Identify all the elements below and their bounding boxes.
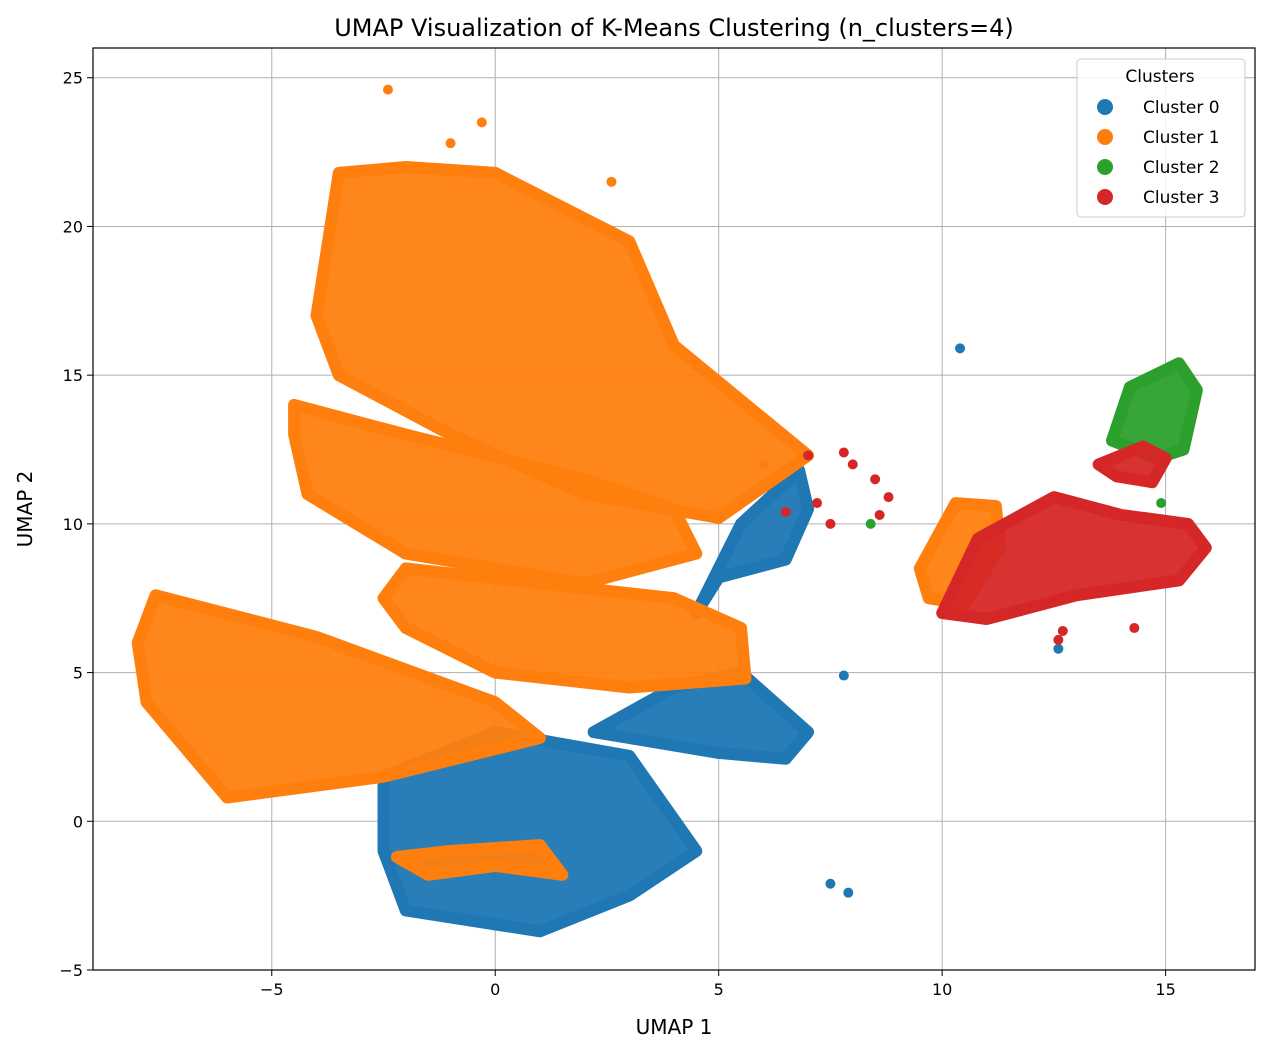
y-tick-label: 10 <box>63 515 83 534</box>
cluster-3-point <box>870 474 881 485</box>
cluster-0-point <box>838 670 849 681</box>
x-axis-title: UMAP 1 <box>636 1015 713 1039</box>
cluster-3-point <box>847 459 858 470</box>
cluster-3-point <box>883 492 894 503</box>
series-cluster-3 <box>780 440 1212 645</box>
data-layer <box>131 84 1212 938</box>
y-tick-label: 0 <box>73 812 83 831</box>
cluster-1-point-cloud <box>390 839 569 881</box>
cluster-1-point <box>382 84 393 95</box>
cluster-0-point <box>1053 643 1064 654</box>
cluster-3-point <box>803 450 814 461</box>
cluster-0-point <box>955 343 966 354</box>
cluster-3-point <box>874 509 885 520</box>
x-tick-label: 5 <box>714 980 724 999</box>
cluster-1-point <box>445 138 456 149</box>
legend-label-cluster-2: Cluster 2 <box>1143 158 1220 178</box>
legend-label-cluster-3: Cluster 3 <box>1143 188 1220 208</box>
x-tick-label: 15 <box>1155 980 1175 999</box>
cluster-1-point <box>606 176 617 187</box>
legend: Clusters Cluster 0 Cluster 1 Cluster 2 Clus… <box>1076 58 1246 218</box>
cluster-3-point <box>825 518 836 529</box>
ticks: −5 0 5 10 15 −5 0 5 10 15 20 25 <box>59 69 1175 999</box>
cluster-2-point <box>1156 498 1167 509</box>
y-tick-label: 20 <box>63 217 83 236</box>
cluster-3-point <box>1057 625 1068 636</box>
cluster-1-point-cloud <box>131 589 546 804</box>
legend-label-cluster-0: Cluster 0 <box>1143 98 1220 118</box>
series-cluster-0 <box>377 343 1064 938</box>
legend-title: Clusters <box>1125 67 1194 87</box>
cluster-0-point-cloud <box>690 464 815 620</box>
x-tick-label: 10 <box>932 980 952 999</box>
y-tick-label: 15 <box>63 366 83 385</box>
y-axis-title: UMAP 2 <box>13 471 37 548</box>
cluster-0-point <box>843 887 854 898</box>
cluster-1-point-cloud <box>288 398 703 590</box>
cluster-0-point <box>825 878 836 889</box>
cluster-3-point <box>780 506 791 517</box>
cluster-1-point <box>476 117 487 128</box>
legend-label-cluster-1: Cluster 1 <box>1143 128 1220 148</box>
cluster-3-point <box>838 447 849 458</box>
plot-frame <box>92 47 1256 971</box>
cluster-3-point-cloud <box>1092 440 1172 489</box>
y-tick-label: 5 <box>73 664 83 683</box>
legend-marker-cluster-0 <box>1097 99 1113 115</box>
cluster-3-point <box>1053 634 1064 645</box>
cluster-3-point-cloud <box>936 491 1212 625</box>
cluster-1-point-cloud <box>377 562 752 694</box>
cluster-1-point <box>758 459 769 470</box>
x-tick-label: 0 <box>490 980 500 999</box>
cluster-2-point <box>865 518 876 529</box>
legend-frame <box>1076 58 1246 218</box>
y-tick-label: 25 <box>63 69 83 88</box>
legend-marker-cluster-3 <box>1097 189 1113 205</box>
cluster-3-point <box>812 498 823 509</box>
chart-title: UMAP Visualization of K-Means Clustering… <box>334 14 1014 42</box>
x-tick-label: −5 <box>260 980 284 999</box>
legend-marker-cluster-2 <box>1097 159 1113 175</box>
cluster-3-point <box>1129 622 1140 633</box>
y-tick-label: −5 <box>59 961 83 980</box>
legend-marker-cluster-1 <box>1097 129 1113 145</box>
cluster-1-point-cloud <box>310 161 815 524</box>
